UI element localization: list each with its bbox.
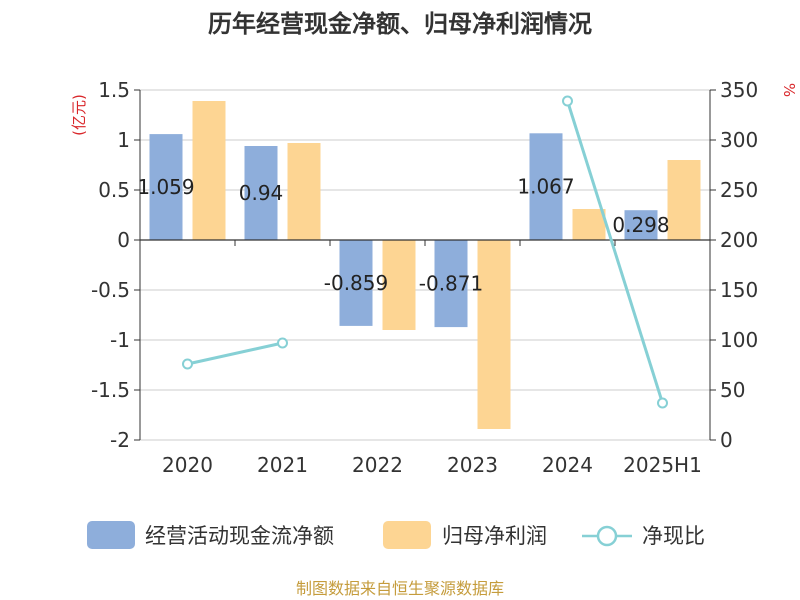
left-tick-label: -1.5	[91, 378, 130, 402]
x-tick-label: 2021	[257, 453, 308, 477]
right-tick-label: 100	[720, 328, 758, 352]
left-tick-label: 1	[117, 128, 130, 152]
legend-swatch-cashflow	[87, 521, 135, 549]
data-label-cashflow: 0.298	[612, 213, 669, 237]
x-tick-label: 2024	[542, 453, 593, 477]
right-tick-label: 250	[720, 178, 758, 202]
bar-net-profit	[572, 209, 606, 240]
bar-net-profit	[192, 101, 226, 240]
bar-net-profit	[667, 160, 701, 240]
line-cash-ratio	[187, 341, 283, 366]
bar-cashflow	[434, 240, 468, 328]
left-axis-unit: (亿元)	[70, 94, 88, 136]
left-tick-label: -1	[110, 328, 130, 352]
legend-item-cash-ratio[interactable]: 净现比	[582, 524, 705, 548]
line-layer	[182, 95, 668, 409]
bar-net-profit	[477, 240, 511, 429]
legend-item-net-profit[interactable]: 归母净利润	[383, 521, 547, 549]
left-tick-label: 1.5	[98, 78, 130, 102]
bar-cashflow	[149, 134, 183, 240]
data-label-cashflow: 1.067	[517, 175, 574, 199]
bar-net-profit	[382, 240, 416, 330]
bar-net-profit	[287, 143, 321, 240]
right-axis-unit: %	[780, 83, 798, 97]
bar-cashflow	[244, 146, 278, 240]
x-tick-label: 2020	[162, 453, 213, 477]
legend: 经营活动现金流净额 归母净利润 净现比	[87, 521, 705, 549]
x-tick-label: 2022	[352, 453, 403, 477]
left-tick-label: 0	[117, 228, 130, 252]
bars-layer	[149, 101, 701, 429]
legend-swatch-net-profit	[383, 521, 431, 549]
legend-label-net-profit: 归母净利润	[442, 524, 547, 548]
bar-cashflow	[339, 240, 373, 326]
left-tick-label: -0.5	[91, 278, 130, 302]
data-label-cashflow: 0.94	[239, 181, 284, 205]
legend-marker-cash-ratio	[596, 525, 618, 547]
x-tick-label: 2025H1	[623, 453, 702, 477]
labels-layer: 1.059 0.94 -0.859 -0.871 1.067 0.298	[137, 175, 669, 296]
legend-label-cash-ratio: 净现比	[642, 524, 705, 548]
data-label-cashflow: -0.859	[324, 271, 388, 295]
legend-item-cashflow[interactable]: 经营活动现金流净额	[87, 521, 334, 549]
line-point-cash-ratio	[562, 95, 573, 107]
data-label-cashflow: -0.871	[419, 272, 483, 296]
chart-title: 历年经营现金净额、归母净利润情况	[208, 10, 592, 38]
left-tick-label: 0.5	[98, 178, 130, 202]
x-tick-label: 2023	[447, 453, 498, 477]
data-label-cashflow: 1.059	[137, 175, 194, 199]
legend-label-cashflow: 经营活动现金流净额	[145, 524, 334, 548]
left-tick-label: -2	[110, 428, 130, 452]
line-cash-ratio	[566, 100, 664, 404]
right-tick-label: 200	[720, 228, 758, 252]
right-tick-label: 350	[720, 78, 758, 102]
line-point-cash-ratio	[657, 397, 668, 409]
line-point-cash-ratio	[182, 358, 193, 370]
right-tick-label: 0	[720, 428, 733, 452]
right-tick-label: 300	[720, 128, 758, 152]
right-tick-label: 150	[720, 278, 758, 302]
axes-layer: 1.5 1 0.5 0 -0.5 -1 -1.5 -2 350 300 250 200 150 100 50…	[91, 78, 758, 477]
right-tick-label: 50	[720, 378, 745, 402]
source-note: 制图数据来自恒生聚源数据库	[296, 579, 504, 598]
bar-cashflow	[624, 210, 658, 240]
line-point-cash-ratio	[277, 337, 288, 349]
bar-cashflow	[529, 133, 563, 240]
grid-lines	[140, 89, 710, 441]
